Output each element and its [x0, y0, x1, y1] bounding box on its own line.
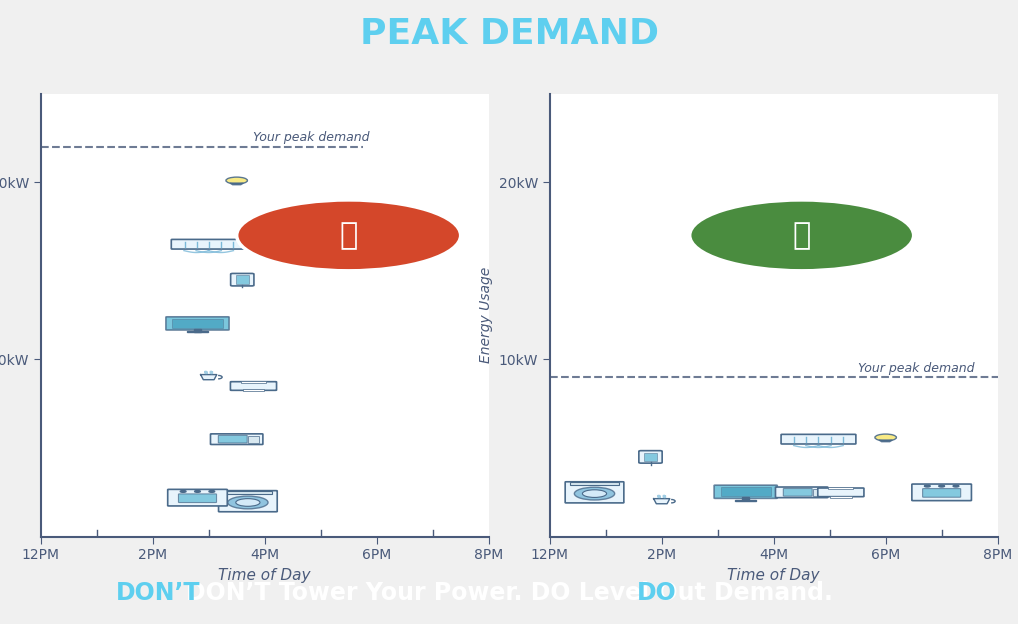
Circle shape	[209, 490, 215, 492]
FancyBboxPatch shape	[714, 485, 778, 499]
FancyBboxPatch shape	[912, 484, 971, 500]
Circle shape	[194, 490, 201, 492]
FancyBboxPatch shape	[639, 451, 662, 463]
FancyBboxPatch shape	[171, 240, 246, 249]
FancyBboxPatch shape	[231, 273, 253, 286]
FancyBboxPatch shape	[230, 382, 277, 391]
Circle shape	[236, 200, 460, 271]
Circle shape	[236, 499, 260, 506]
Circle shape	[939, 485, 945, 487]
Circle shape	[924, 485, 930, 487]
Text: 👎: 👎	[340, 221, 357, 250]
Bar	[735, 500, 756, 501]
FancyBboxPatch shape	[565, 482, 624, 503]
FancyBboxPatch shape	[178, 494, 217, 502]
Circle shape	[582, 490, 607, 497]
Bar	[242, 389, 265, 391]
Text: DON’T Tower Your Power. DO Level Out Demand.: DON’T Tower Your Power. DO Level Out Dem…	[185, 581, 833, 605]
Bar	[742, 497, 749, 500]
Text: Your peak demand: Your peak demand	[253, 132, 370, 144]
Bar	[812, 489, 824, 496]
X-axis label: Time of Day: Time of Day	[728, 568, 819, 583]
FancyBboxPatch shape	[168, 489, 227, 506]
Text: DO: DO	[636, 581, 677, 605]
Text: 👍: 👍	[793, 221, 810, 250]
Polygon shape	[654, 499, 670, 504]
FancyBboxPatch shape	[781, 434, 856, 444]
Bar	[193, 329, 202, 332]
Bar	[241, 381, 266, 383]
Text: PEAK DEMAND: PEAK DEMAND	[359, 17, 659, 51]
Bar	[224, 491, 272, 494]
Text: DON’T: DON’T	[115, 581, 201, 605]
Bar	[172, 319, 223, 328]
Bar	[247, 436, 259, 442]
FancyBboxPatch shape	[219, 490, 277, 512]
FancyBboxPatch shape	[922, 489, 961, 497]
Y-axis label: Energy Usage: Energy Usage	[478, 267, 493, 363]
Circle shape	[874, 434, 897, 441]
Polygon shape	[201, 374, 217, 379]
Bar	[186, 331, 209, 333]
FancyBboxPatch shape	[783, 489, 812, 496]
Bar	[570, 482, 619, 485]
FancyBboxPatch shape	[166, 317, 229, 330]
Circle shape	[953, 485, 959, 487]
Polygon shape	[879, 440, 893, 442]
Bar	[643, 452, 658, 461]
Bar	[721, 487, 771, 496]
Circle shape	[574, 487, 615, 500]
FancyBboxPatch shape	[776, 487, 828, 498]
FancyBboxPatch shape	[211, 434, 263, 444]
Circle shape	[689, 200, 914, 271]
Text: Your peak demand: Your peak demand	[857, 362, 974, 375]
Bar	[830, 496, 852, 498]
Circle shape	[180, 490, 186, 492]
X-axis label: Time of Day: Time of Day	[219, 568, 310, 583]
Bar	[235, 275, 249, 284]
FancyBboxPatch shape	[817, 488, 864, 497]
FancyBboxPatch shape	[218, 436, 247, 443]
Circle shape	[226, 177, 247, 184]
Bar	[829, 487, 853, 489]
Circle shape	[228, 496, 268, 509]
Polygon shape	[230, 183, 243, 185]
